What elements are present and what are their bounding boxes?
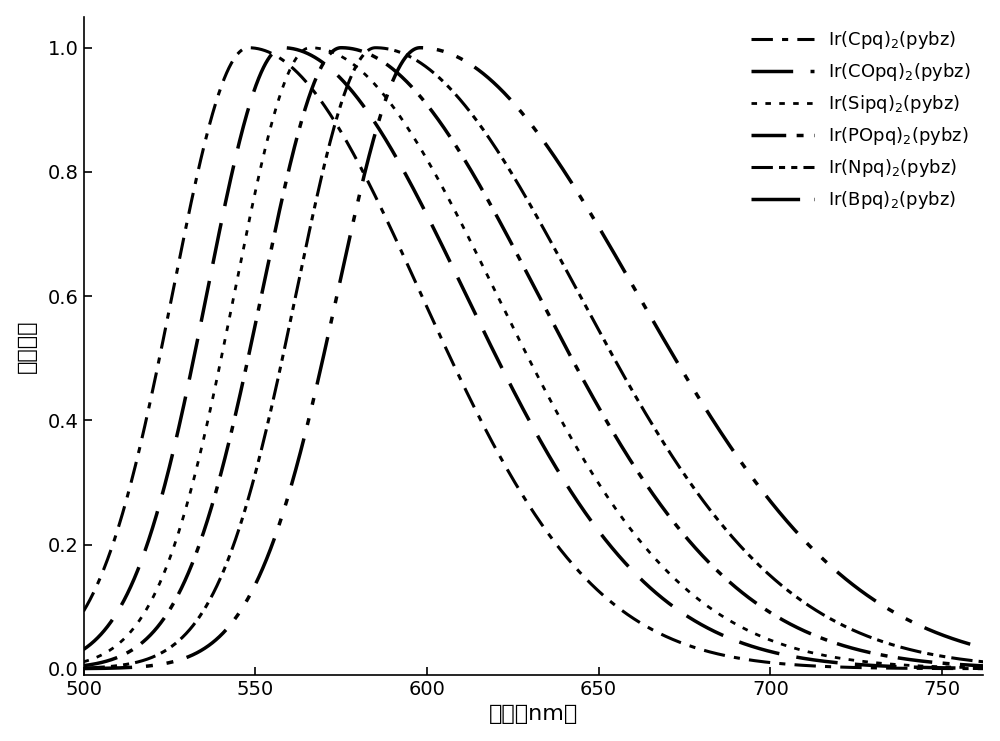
- Legend: Ir(Cpq)$_2$(pybz), Ir(COpq)$_2$(pybz), Ir(Sipq)$_2$(pybz), Ir(POpq)$_2$(pybz), I: Ir(Cpq)$_2$(pybz), Ir(COpq)$_2$(pybz), I…: [743, 22, 978, 218]
- Y-axis label: 发射强度: 发射强度: [17, 319, 37, 373]
- X-axis label: 波长（nm）: 波长（nm）: [489, 705, 578, 725]
